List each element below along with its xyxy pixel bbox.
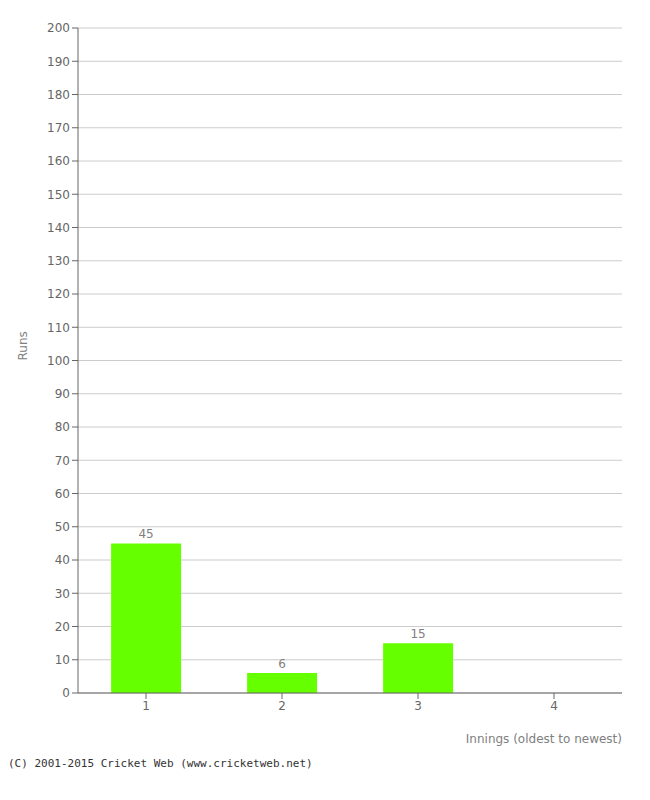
svg-text:6: 6: [278, 657, 286, 671]
svg-text:100: 100: [47, 354, 70, 368]
svg-text:2: 2: [278, 699, 286, 713]
svg-text:110: 110: [47, 321, 70, 335]
svg-text:90: 90: [55, 387, 70, 401]
html-text:(C) 2001-2015 Cricket Web (www: (C) 2001-2015 Cricket Web (www.cricketwe…: [8, 757, 313, 770]
svg-text:0: 0: [62, 686, 70, 700]
svg-text:190: 190: [47, 55, 70, 69]
svg-text:15: 15: [410, 627, 425, 641]
svg-text:3: 3: [414, 699, 422, 713]
svg-text:Runs: Runs: [16, 331, 30, 360]
svg-text:20: 20: [55, 620, 70, 634]
svg-text:30: 30: [55, 587, 70, 601]
svg-text:160: 160: [47, 154, 70, 168]
svg-text:50: 50: [55, 520, 70, 534]
svg-text:120: 120: [47, 287, 70, 301]
svg-text:170: 170: [47, 121, 70, 135]
svg-text:10: 10: [55, 653, 70, 667]
svg-text:4: 4: [550, 699, 558, 713]
svg-text:1: 1: [142, 699, 150, 713]
svg-text:80: 80: [55, 420, 70, 434]
svg-text:60: 60: [55, 487, 70, 501]
svg-text:180: 180: [47, 88, 70, 102]
svg-text:70: 70: [55, 454, 70, 468]
svg-text:150: 150: [47, 188, 70, 202]
svg-text:40: 40: [55, 553, 70, 567]
svg-text:45: 45: [138, 527, 153, 541]
svg-text:140: 140: [47, 221, 70, 235]
svg-text:Innings (oldest to newest): Innings (oldest to newest): [466, 732, 622, 746]
svg-text:200: 200: [47, 21, 70, 35]
svg-text:130: 130: [47, 254, 70, 268]
